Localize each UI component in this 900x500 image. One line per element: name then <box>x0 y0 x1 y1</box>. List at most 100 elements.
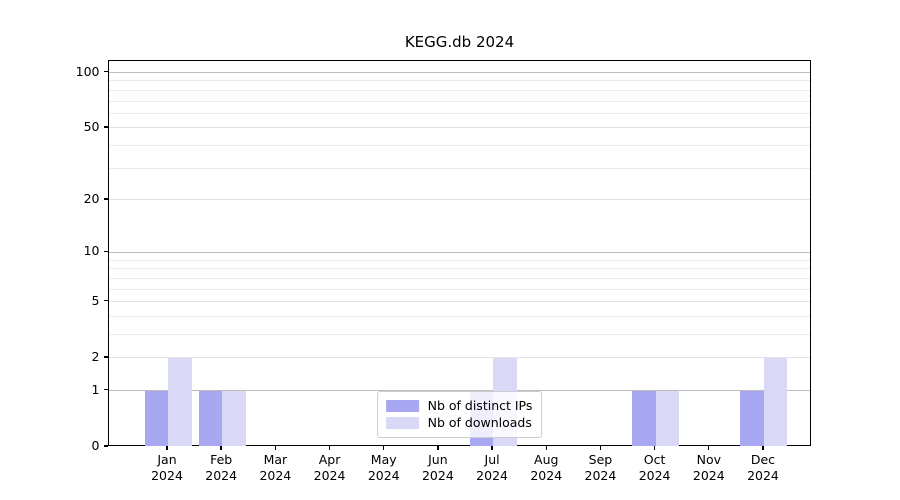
x-tick-label-year: 2024 <box>205 467 238 483</box>
legend-label-distinct-ips: Nb of distinct IPs <box>427 398 533 413</box>
gridline-y-40 <box>109 145 810 147</box>
legend-item-downloads: Nb of downloads <box>385 414 533 431</box>
bar-distinct-ips-oct <box>632 390 656 446</box>
y-tick-0 <box>103 445 108 447</box>
y-tick-10 <box>103 250 108 253</box>
legend: Nb of distinct IPs Nb of downloads <box>376 391 543 438</box>
bar-downloads-dec <box>763 357 788 446</box>
x-tick-sep <box>599 446 602 450</box>
x-tick-label-mar: Mar 2024 <box>243 452 307 483</box>
x-tick-label-month: Aug <box>534 452 559 467</box>
y-tick-100 <box>103 70 108 73</box>
x-tick-label-year: 2024 <box>421 467 454 483</box>
x-tick-label-sep: Sep 2024 <box>568 452 632 483</box>
y-tick-label-10: 10 <box>83 243 100 259</box>
y-tick-label-100: 100 <box>75 63 100 79</box>
x-tick-label-month: Mar <box>263 452 288 467</box>
gridline-y-4 <box>109 315 810 317</box>
x-tick-label-jul: Jul 2024 <box>460 452 524 483</box>
x-tick-label-month: Jun <box>428 452 448 467</box>
x-tick-jun <box>437 446 439 450</box>
bar-distinct-ips-dec <box>740 390 764 446</box>
x-tick-label-month: Oct <box>643 452 666 467</box>
legend-label-downloads: Nb of downloads <box>427 415 532 430</box>
gridline-y-7 <box>109 277 810 279</box>
x-tick-feb <box>220 446 222 450</box>
x-tick-aug <box>545 446 547 450</box>
y-tick-2 <box>103 356 108 358</box>
legend-item-distinct-ips: Nb of distinct IPs <box>385 397 533 414</box>
gridline-y-8 <box>109 268 810 270</box>
x-tick-label-month: May <box>370 452 397 467</box>
bar-downloads-jan <box>168 357 192 446</box>
x-tick-nov <box>708 446 710 450</box>
x-tick-label-apr: Apr 2024 <box>298 452 362 483</box>
x-tick-label-month: Sep <box>588 452 613 467</box>
x-tick-label-feb: Feb 2024 <box>189 452 253 483</box>
x-tick-label-may: May 2024 <box>352 452 416 483</box>
y-tick-label-5: 5 <box>91 292 100 308</box>
gridline-y-3 <box>109 334 810 335</box>
bar-downloads-oct <box>655 390 680 446</box>
x-tick-apr <box>328 446 331 450</box>
y-tick-label-1: 1 <box>91 381 100 397</box>
y-tick-label-0: 0 <box>91 438 100 453</box>
gridline-y-30 <box>109 167 810 169</box>
x-tick-label-month: Dec <box>750 452 776 467</box>
y-tick-5 <box>103 299 108 302</box>
x-tick-label-year: 2024 <box>367 467 400 483</box>
bar-distinct-ips-jan <box>144 390 168 446</box>
x-tick-label-dec: Dec 2024 <box>731 452 795 483</box>
x-tick-label-oct: Oct 2024 <box>623 452 687 483</box>
gridline-y-80 <box>109 89 810 91</box>
gridline-y-10 <box>109 251 810 253</box>
gridline-y-5 <box>109 301 810 303</box>
x-tick-label-year: 2024 <box>638 467 671 483</box>
legend-swatch-downloads <box>385 416 419 429</box>
x-tick-oct <box>653 446 656 450</box>
x-tick-jan <box>166 446 168 450</box>
y-tick-label-50: 50 <box>83 118 100 134</box>
x-tick-dec <box>762 446 764 450</box>
x-tick-label-month: Jul <box>484 452 500 467</box>
gridline-y-6 <box>109 288 810 290</box>
gridline-y-100 <box>109 72 810 73</box>
gridline-y-20 <box>109 199 810 201</box>
x-tick-label-month: Jan <box>157 452 177 467</box>
y-tick-label-2: 2 <box>91 348 100 364</box>
legend-swatch-distinct-ips <box>385 399 419 412</box>
x-tick-label-month: Nov <box>696 452 721 467</box>
gridline-y-70 <box>109 100 810 102</box>
gridline-y-50 <box>109 127 810 129</box>
gridline-y-1 <box>109 390 810 392</box>
x-tick-may <box>383 446 385 450</box>
gridline-y-60 <box>109 112 810 114</box>
x-tick-label-year: 2024 <box>584 467 617 483</box>
x-tick-label-aug: Aug 2024 <box>514 452 578 483</box>
x-tick-label-year: 2024 <box>476 467 508 483</box>
x-tick-label-year: 2024 <box>151 467 183 483</box>
x-tick-label-month: Feb <box>210 452 233 467</box>
x-tick-label-jan: Jan 2024 <box>135 452 199 483</box>
bar-distinct-ips-feb <box>198 390 223 446</box>
x-tick-label-year: 2024 <box>692 467 725 483</box>
y-tick-label-20: 20 <box>83 190 100 206</box>
bar-downloads-feb <box>222 390 246 446</box>
x-tick-label-year: 2024 <box>747 467 779 483</box>
x-tick-label-jun: Jun 2024 <box>406 452 470 483</box>
y-tick-1 <box>103 389 108 391</box>
x-tick-label-nov: Nov 2024 <box>677 452 741 483</box>
y-tick-50 <box>103 126 108 128</box>
x-tick-label-month: Apr <box>318 452 341 467</box>
x-tick-label-year: 2024 <box>530 467 563 483</box>
plot-area: Nb of distinct IPs Nb of downloads <box>108 60 811 446</box>
gridline-y-90 <box>109 80 810 82</box>
x-tick-label-year: 2024 <box>259 467 292 483</box>
chart-title: KEGG.db 2024 <box>404 33 515 51</box>
y-tick-20 <box>103 198 108 200</box>
gridline-y-9 <box>109 259 810 261</box>
x-tick-label-year: 2024 <box>313 467 346 483</box>
gridline-y-2 <box>109 357 810 359</box>
x-tick-mar <box>274 446 277 450</box>
